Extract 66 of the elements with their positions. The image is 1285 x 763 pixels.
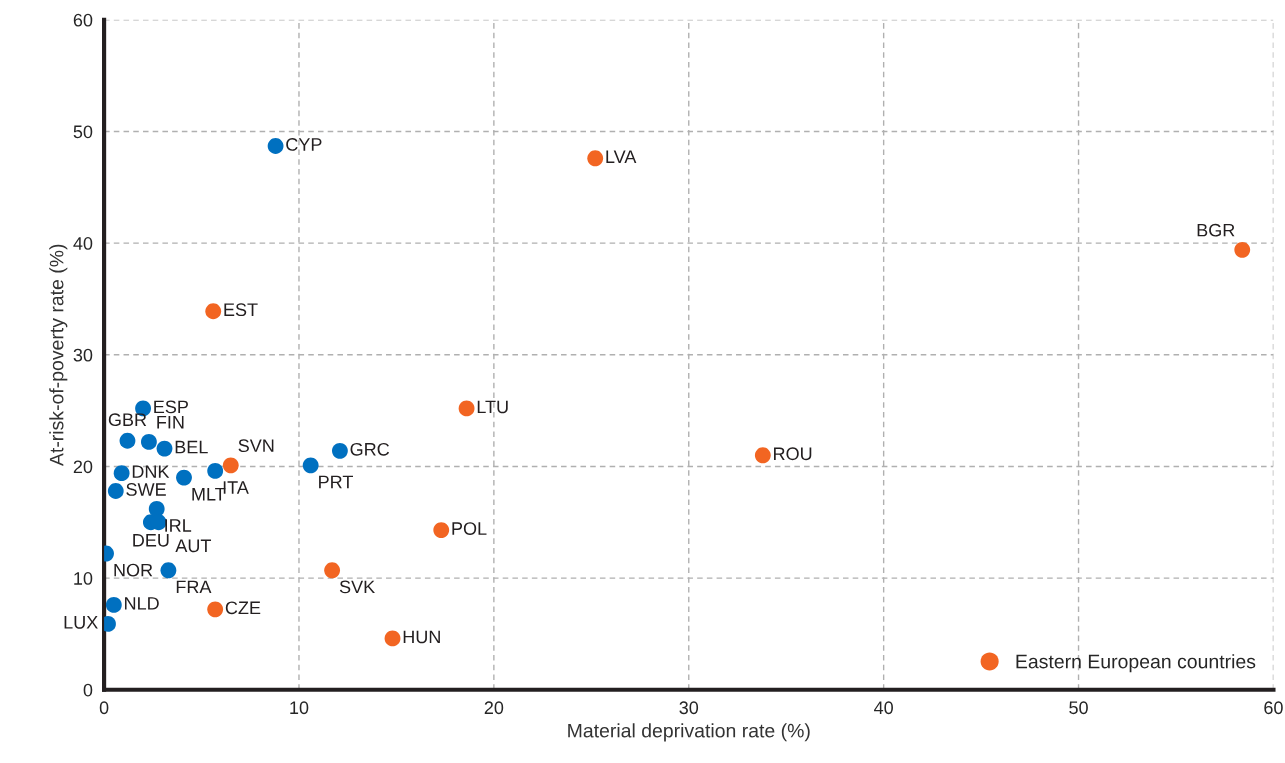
x-tick-label: 0 [99, 701, 109, 715]
annotation: HUN [403, 630, 440, 644]
annotation: DNK [132, 465, 170, 478]
point [105, 596, 122, 613]
point [205, 303, 222, 320]
annotation: SVK [339, 580, 375, 594]
annotation: EST [224, 303, 258, 317]
x-axis-title: Material deprivation rate (%) [568, 723, 810, 742]
annotation: FRA [176, 580, 212, 594]
annotation: LVA [606, 150, 637, 163]
x-tick-label: 30 [679, 701, 699, 715]
point [160, 562, 177, 579]
point [140, 433, 157, 450]
annotation: AUT [175, 539, 212, 553]
annotation: DEU [133, 534, 169, 547]
annotation: GBR [108, 413, 147, 427]
point [156, 440, 173, 457]
y-tick-label: 20 [73, 460, 93, 474]
point [176, 469, 192, 486]
annotation: NOR [114, 563, 153, 577]
annotation: LUX [64, 616, 98, 629]
point [384, 630, 401, 647]
annotation: IRL [165, 519, 192, 532]
annotation: BGR [1197, 223, 1235, 237]
y-tick-label: 40 [73, 237, 93, 250]
y-tick-label: 50 [73, 125, 93, 139]
annotation: POL [452, 522, 487, 535]
x-tick-label: 40 [874, 701, 893, 715]
annotation: SVN [238, 439, 274, 453]
annotation: LTU [477, 400, 508, 414]
point [119, 432, 136, 449]
point [587, 150, 604, 167]
annotation: CZE [225, 601, 261, 615]
x-tick-label: 20 [484, 701, 504, 715]
point [458, 400, 475, 417]
point [107, 483, 124, 499]
y-tick-label: 0 [83, 683, 93, 697]
point [754, 447, 771, 464]
x-tick-label: 10 [290, 701, 309, 715]
y-axis-title: At-risk-of-poverty rate (%) [49, 244, 68, 467]
annotation: FIN [157, 415, 184, 429]
y-tick-label: 60 [73, 13, 93, 27]
point [222, 457, 239, 474]
point [113, 465, 130, 482]
point [331, 442, 348, 459]
annotation: GRC [350, 442, 390, 456]
x-tick-label: 60 [1264, 701, 1283, 715]
x-tick-label: 50 [1069, 701, 1088, 715]
point [324, 562, 341, 579]
point [433, 522, 450, 539]
point [267, 138, 284, 154]
annotation: PRT [319, 475, 353, 489]
annotation: BEL [175, 440, 208, 454]
point [148, 500, 165, 517]
legend-label: Eastern European countries [1016, 654, 1256, 673]
point [1234, 241, 1251, 258]
point [302, 457, 319, 474]
point [207, 601, 224, 618]
annotation: NLD [125, 597, 159, 610]
annotation: SWE [126, 483, 166, 496]
y-tick-label: 10 [74, 572, 93, 585]
annotation: CYP [286, 138, 322, 151]
annotation: ROU [774, 447, 812, 461]
annotation: ESP [154, 400, 188, 414]
point [207, 463, 224, 479]
y-tick-label: 30 [73, 348, 93, 362]
